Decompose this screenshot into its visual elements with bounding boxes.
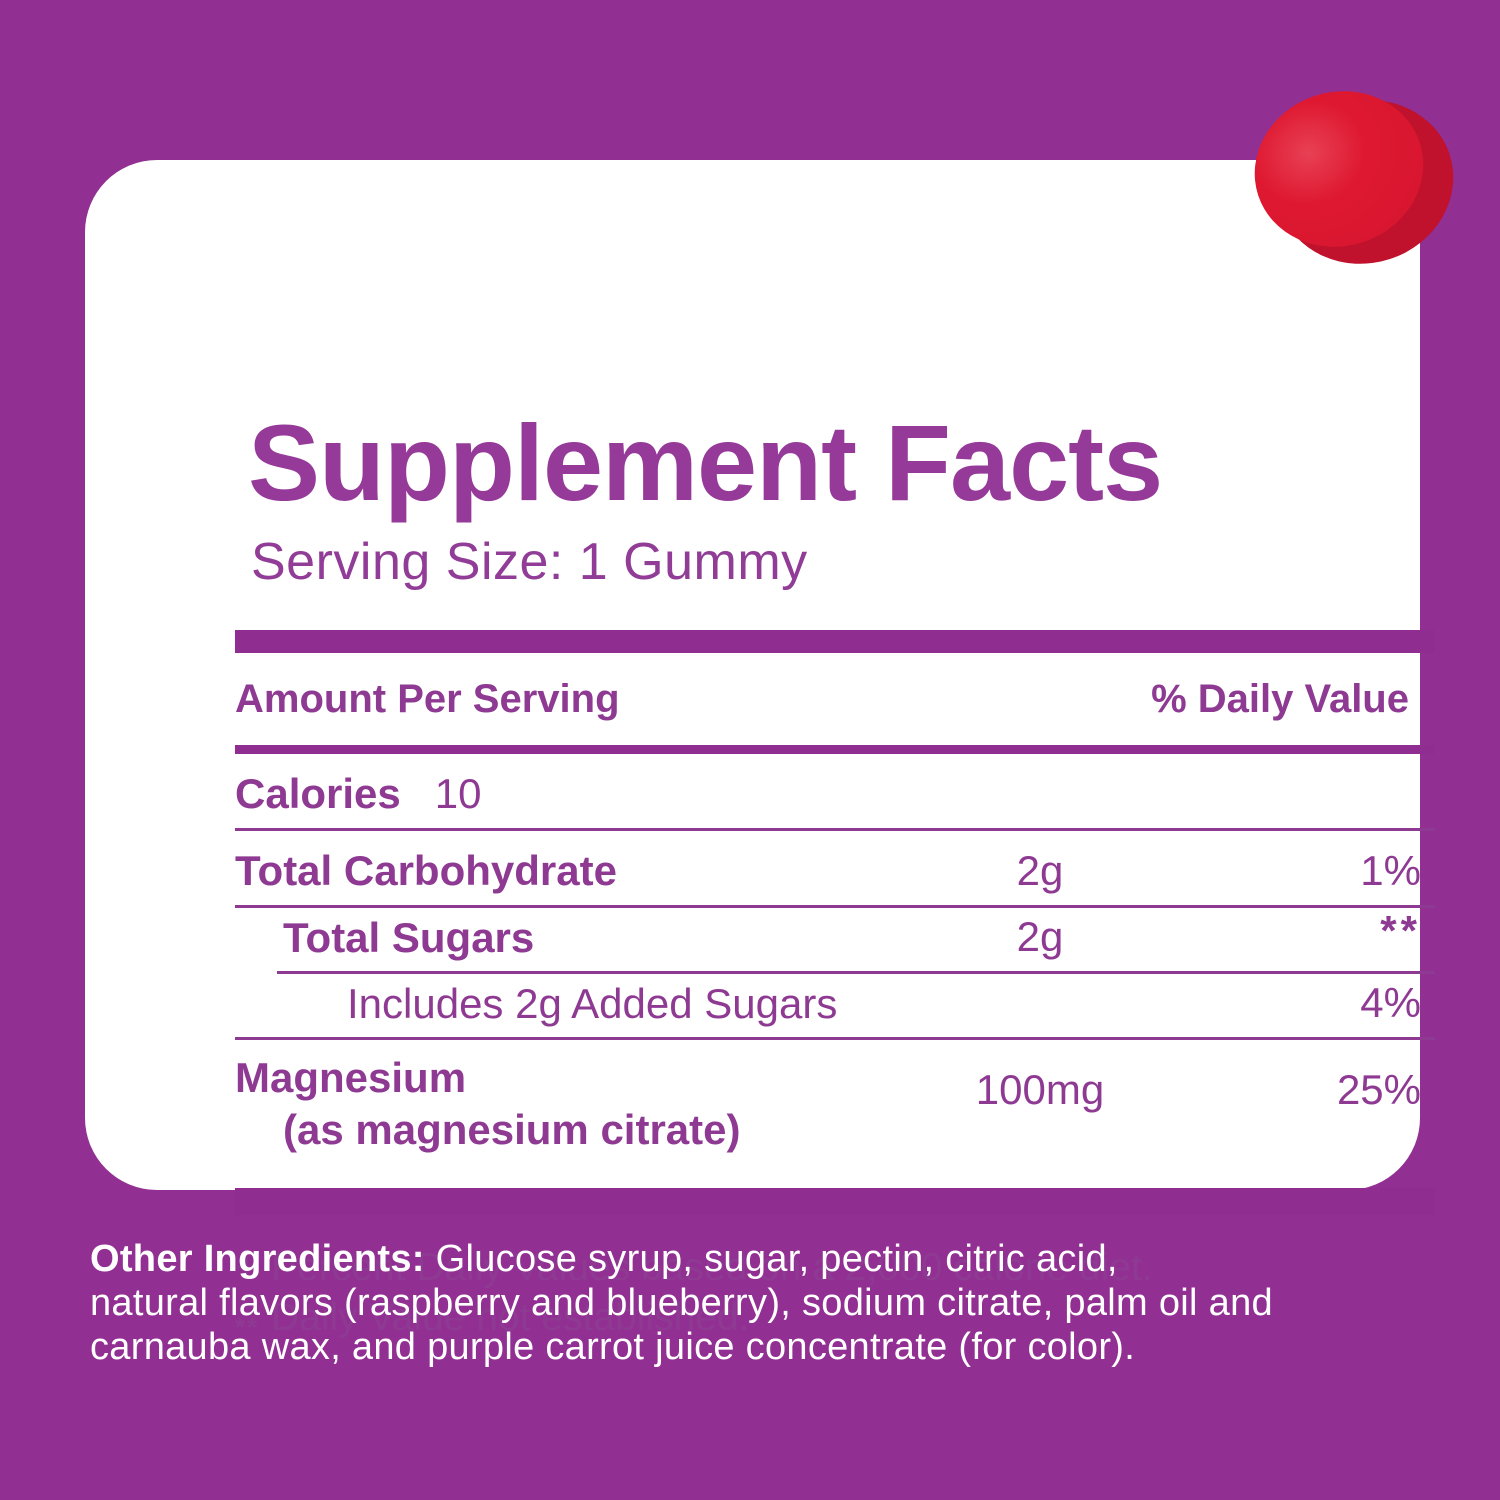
total-sugars-dv: **	[1380, 907, 1421, 954]
table-header-bar	[235, 745, 1435, 754]
magnesium-amount: 100mg	[975, 1066, 1105, 1113]
total-sugars-label: Total Sugars	[283, 914, 535, 961]
other-ingredients-paragraph: Other Ingredients: Glucose syrup, sugar,…	[90, 1237, 1370, 1369]
calories-value: 10	[434, 770, 482, 817]
added-sugars-dv: 4%	[1360, 979, 1421, 1026]
daily-value-header: % Daily Value	[1151, 676, 1409, 721]
added-sugars-label: Includes 2g Added Sugars	[347, 980, 838, 1027]
magnesium-name-block: Magnesium (as magnesium citrate)	[235, 1054, 741, 1154]
table-row-calories: Calories 10	[235, 754, 1435, 828]
total-carbohydrate-dv: 1%	[1360, 847, 1421, 894]
table-row-added-sugars: Includes 2g Added Sugars 4%	[235, 974, 1435, 1037]
footnote-daily-values-text: Percent Daily Values based on a 2,000 ca…	[271, 1246, 1153, 1289]
row-divider-indented	[277, 971, 1435, 974]
table-row-total-carbohydrate: Total Carbohydrate 2g 1%	[235, 831, 1435, 905]
total-carbohydrate-amount: 2g	[1016, 847, 1064, 894]
amount-per-serving-header: Amount Per Serving	[235, 676, 620, 721]
footnote-asterisk-symbol: **	[235, 1312, 260, 1342]
other-ingredients-label: Other Ingredients:	[90, 1238, 425, 1280]
footnote-plus-symbol: +	[235, 1246, 258, 1289]
serving-size-text: Serving Size: 1 Gummy	[251, 533, 808, 591]
table-row-total-sugars: Total Sugars 2g **	[235, 907, 1435, 971]
row-divider	[235, 828, 1435, 831]
calories-label: Calories	[235, 770, 401, 817]
table-top-bar	[235, 630, 1435, 653]
red-gummy-image	[1254, 91, 1454, 264]
magnesium-source-label: (as magnesium citrate)	[283, 1106, 741, 1153]
gummy-top-face	[1254, 91, 1424, 247]
table-row-magnesium: Magnesium (as magnesium citrate) 100mg 2…	[235, 1040, 1435, 1188]
facts-table: Amount Per Serving % Daily Value Calorie…	[235, 630, 1435, 1352]
footnote-not-established-text: Daily Value not established.	[271, 1296, 750, 1339]
page-title: Supplement Facts	[248, 402, 1163, 523]
row-divider	[235, 905, 1435, 908]
total-sugars-amount: 2g	[1016, 913, 1064, 960]
footnote-daily-values: + Percent Daily Values based on a 2,000 …	[235, 1243, 1435, 1293]
other-ingredients-line-2: natural flavors (raspberry and blueberry…	[90, 1282, 1273, 1324]
magnesium-label: Magnesium	[235, 1054, 467, 1101]
other-ingredients-line-1: Glucose syrup, sugar, pectin, citric aci…	[435, 1238, 1118, 1280]
total-carbohydrate-label: Total Carbohydrate	[235, 847, 617, 894]
footnote-not-established: ** Daily Value not established.	[235, 1293, 1435, 1352]
supplement-facts-card: Supplement Facts Serving Size: 1 Gummy A…	[85, 160, 1435, 1342]
row-divider	[235, 1037, 1435, 1040]
magnesium-dv: 25%	[1336, 1066, 1421, 1113]
table-header-row: Amount Per Serving % Daily Value	[235, 653, 1435, 745]
table-bottom-bar	[235, 1188, 1435, 1215]
other-ingredients-line-3: carnauba wax, and purple carrot juice co…	[90, 1326, 1136, 1368]
